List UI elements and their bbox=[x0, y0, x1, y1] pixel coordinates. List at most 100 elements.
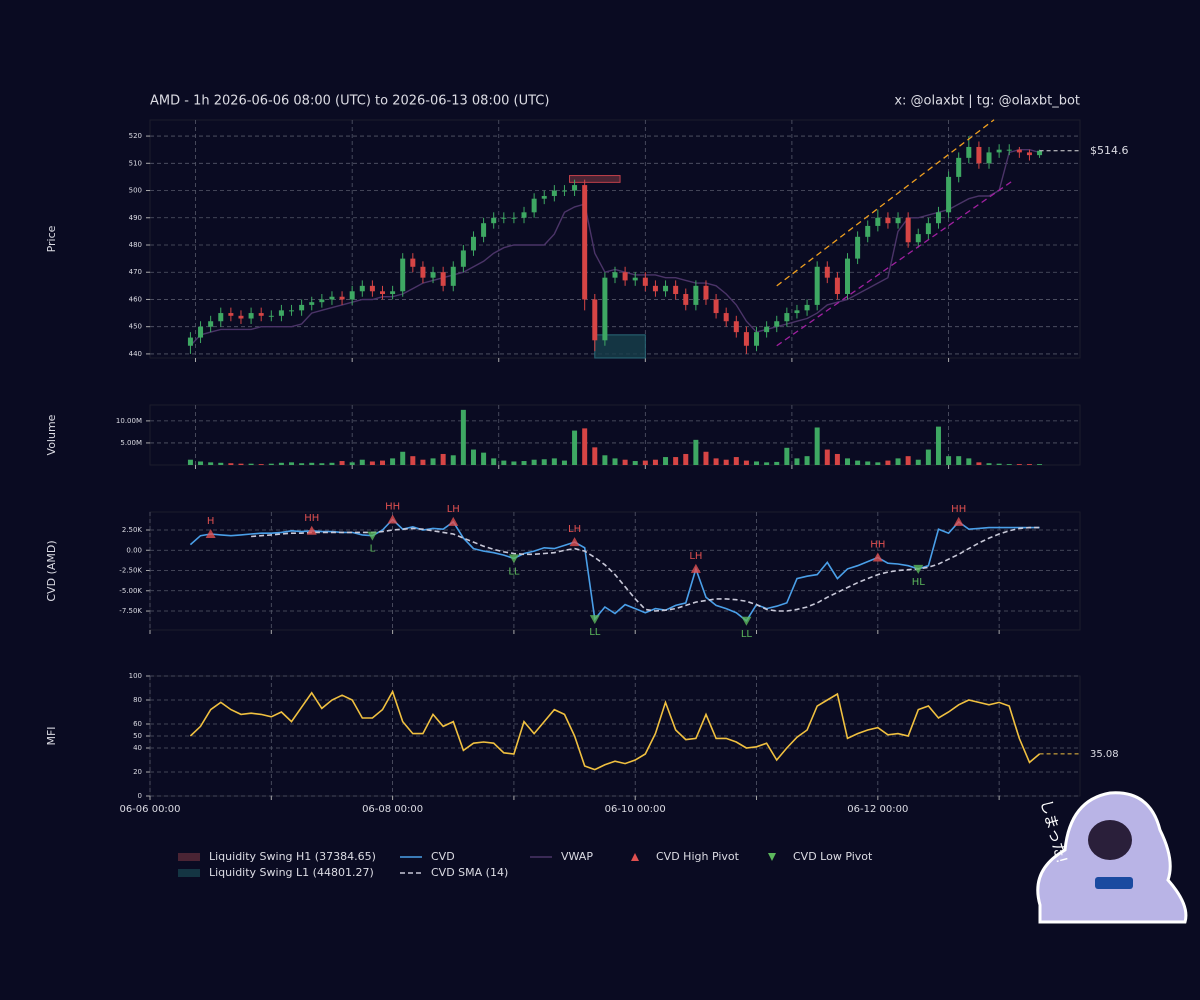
candle-body bbox=[804, 304, 810, 311]
volume-bar bbox=[915, 459, 921, 465]
volume-bar bbox=[824, 449, 830, 465]
y-tick-label: 5.00M bbox=[120, 439, 142, 447]
pivot-marker bbox=[367, 531, 378, 541]
y-tick-label: 2.50K bbox=[122, 526, 143, 534]
y-tick-label: 520 bbox=[129, 132, 142, 140]
volume-bar bbox=[481, 452, 487, 465]
volume-bar bbox=[673, 457, 679, 465]
y-tick-label: 10.00M bbox=[116, 417, 142, 425]
pivot-marker bbox=[569, 537, 580, 547]
volume-bar bbox=[865, 461, 871, 465]
pivot-label: HH bbox=[304, 513, 319, 524]
volume-bar bbox=[905, 456, 911, 465]
candle-body bbox=[905, 217, 911, 243]
candle-body bbox=[996, 149, 1002, 153]
y-axis-label: CVD (AMD) bbox=[45, 540, 58, 601]
candle-body bbox=[582, 185, 588, 300]
candle-body bbox=[258, 313, 264, 316]
volume-bar bbox=[754, 461, 760, 465]
volume-bar bbox=[561, 460, 567, 465]
candle-body bbox=[915, 234, 921, 243]
candle-body bbox=[208, 321, 214, 327]
pivot-marker bbox=[589, 615, 600, 625]
volume-bar bbox=[218, 462, 224, 465]
y-tick-label: 60 bbox=[133, 720, 142, 728]
y-tick-label: 50 bbox=[133, 732, 142, 740]
candle-body bbox=[450, 266, 456, 286]
volume-bar bbox=[329, 462, 335, 465]
candle-body bbox=[713, 299, 719, 314]
volume-bar bbox=[551, 458, 557, 465]
candle-body bbox=[935, 212, 941, 224]
candle-body bbox=[895, 217, 901, 224]
candle-body bbox=[642, 277, 648, 286]
pivot-label: LH bbox=[689, 551, 702, 562]
volume-bar bbox=[238, 463, 244, 465]
volume-bar bbox=[349, 462, 355, 465]
pivot-marker bbox=[205, 529, 216, 539]
volume-bar bbox=[531, 459, 537, 465]
pivot-marker bbox=[448, 516, 459, 526]
volume-bar bbox=[875, 462, 881, 465]
pivot-label: HH bbox=[385, 501, 400, 512]
candle-body bbox=[612, 272, 618, 278]
candle-body bbox=[834, 277, 840, 295]
candle-body bbox=[349, 291, 355, 300]
volume-bar bbox=[319, 463, 325, 465]
candle-body bbox=[683, 294, 689, 305]
candle-body bbox=[733, 321, 739, 333]
candle-body bbox=[663, 285, 669, 292]
panel-frame bbox=[149, 119, 1081, 359]
volume-bar bbox=[774, 461, 780, 465]
candle-body bbox=[238, 315, 244, 319]
candle-body bbox=[946, 176, 952, 213]
candle-body bbox=[885, 217, 891, 224]
candle-body bbox=[541, 195, 547, 199]
volume-bar bbox=[713, 458, 719, 465]
pivot-label: LL bbox=[508, 566, 520, 577]
volume-bar bbox=[632, 461, 638, 465]
candle-body bbox=[824, 266, 830, 278]
credit: x: @olaxbt | tg: @olaxbt_bot bbox=[894, 94, 1080, 109]
candle-body bbox=[1026, 152, 1032, 156]
series-line bbox=[189, 689, 1041, 771]
volume-bar bbox=[845, 458, 850, 465]
x-tick-label: 06-08 00:00 bbox=[362, 804, 423, 815]
volume-bar bbox=[592, 447, 598, 465]
y-tick-label: 490 bbox=[129, 214, 142, 222]
candle-body bbox=[925, 223, 931, 235]
y-tick-label: 470 bbox=[129, 268, 142, 276]
candle-body bbox=[187, 337, 193, 346]
volume-bar bbox=[470, 449, 476, 465]
last-price-label: $514.6 bbox=[1090, 144, 1129, 157]
candle-body bbox=[521, 212, 527, 218]
trendline bbox=[776, 179, 1015, 347]
candle-body bbox=[228, 313, 234, 316]
candle-body bbox=[390, 291, 396, 295]
x-tick-label: 06-06 00:00 bbox=[119, 804, 180, 815]
volume-bar bbox=[652, 459, 658, 465]
volume-bar bbox=[228, 463, 234, 465]
volume-bar bbox=[1026, 464, 1032, 465]
candle-body bbox=[632, 277, 638, 281]
volume-bar bbox=[289, 462, 295, 465]
volume-bar bbox=[683, 453, 689, 465]
legend-label: CVD bbox=[431, 850, 455, 863]
candle-body bbox=[511, 217, 517, 219]
y-axis-label: Price bbox=[45, 225, 58, 252]
x-tick-label: 06-10 00:00 bbox=[605, 804, 666, 815]
legend-swatch bbox=[178, 853, 200, 861]
volume-bar bbox=[1006, 464, 1012, 465]
volume-bar bbox=[612, 458, 618, 465]
candle-body bbox=[784, 313, 790, 322]
candle-body bbox=[299, 304, 305, 311]
volume-bar bbox=[491, 458, 497, 465]
legend-label: CVD SMA (14) bbox=[431, 866, 508, 879]
candle-body bbox=[561, 190, 567, 192]
candle-body bbox=[481, 223, 487, 237]
volume-bar bbox=[309, 462, 315, 465]
volume-bar bbox=[572, 430, 578, 465]
candle-body bbox=[774, 321, 780, 327]
candle-body bbox=[845, 258, 850, 295]
